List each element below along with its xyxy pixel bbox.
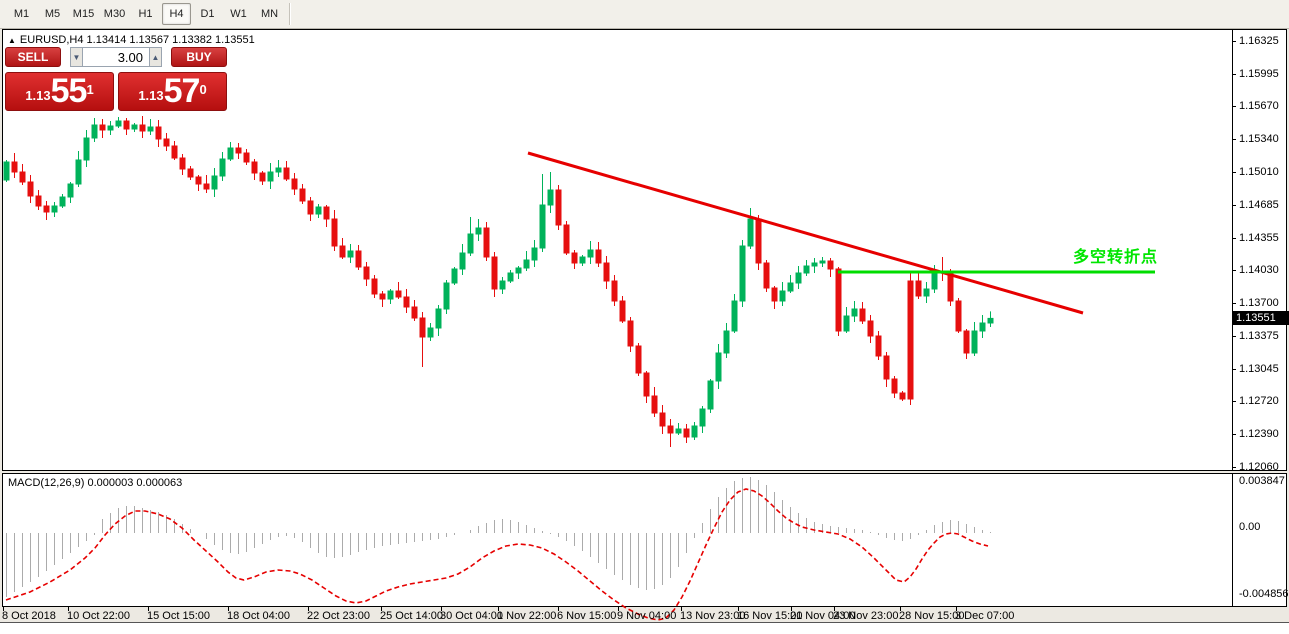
time-axis-tick <box>498 607 499 611</box>
time-axis-tick <box>558 607 559 611</box>
macd-label: MACD(12,26,9) 0.000003 0.000063 <box>8 477 183 489</box>
price-axis-label: 1.15995 <box>1239 68 1279 80</box>
price-axis-label: 1.12720 <box>1239 395 1279 407</box>
chart-annotation-text: 多空转折点 <box>1073 249 1159 266</box>
time-axis-tick <box>441 607 442 611</box>
sell-price-box[interactable]: 1.13 55 1 <box>5 72 114 111</box>
price-axis-tick <box>1232 41 1236 42</box>
volume-input[interactable] <box>83 47 149 67</box>
time-axis-tick <box>956 607 957 611</box>
sell-button[interactable]: SELL <box>5 47 61 67</box>
toolbar-separator <box>289 3 291 25</box>
sell-price-prefix: 1.13 <box>25 88 51 103</box>
symbol-ohlc-text: EURUSD,H4 1.13414 1.13567 1.13382 1.1355… <box>19 34 255 46</box>
buy-price-box[interactable]: 1.13 57 0 <box>118 72 227 111</box>
time-axis-tick <box>68 607 69 611</box>
price-axis-tick <box>1232 172 1236 173</box>
price-axis-tick <box>1232 434 1236 435</box>
time-axis-tick <box>3 607 4 611</box>
time-axis-label: 3 Dec 07:00 <box>955 610 1015 622</box>
time-axis-tick <box>308 607 309 611</box>
time-axis-label: 30 Oct 04:00 <box>440 610 503 622</box>
price-axis-label: 1.14355 <box>1239 232 1279 244</box>
price-axis-label: 1.15670 <box>1239 100 1279 112</box>
price-axis-label: 1.15340 <box>1239 133 1279 145</box>
time-axis-label: 6 Nov 15:00 <box>557 610 617 622</box>
time-axis-tick <box>738 607 739 611</box>
buy-button[interactable]: BUY <box>171 47 227 67</box>
price-axis-label: 1.14030 <box>1239 264 1279 276</box>
time-axis-label: 8 Oct 2018 <box>2 610 56 622</box>
price-axis-label: 1.12060 <box>1239 461 1279 473</box>
price-axis-label: 1.15010 <box>1239 166 1279 178</box>
volume-down-stepper[interactable]: ▼ <box>70 47 83 67</box>
price-axis-label: 1.13045 <box>1239 363 1279 375</box>
buy-price-main: 57 <box>163 72 201 110</box>
buy-price-prefix: 1.13 <box>138 88 164 103</box>
price-axis-line <box>1232 30 1233 470</box>
time-axis-tick <box>228 607 229 611</box>
chart-title: ▲ EURUSD,H4 1.13414 1.13567 1.13382 1.135… <box>8 34 255 46</box>
timeframe-button-m1[interactable]: M1 <box>13 8 30 20</box>
time-axis-tick <box>900 607 901 611</box>
time-axis-tick <box>381 607 382 611</box>
time-axis-tick <box>791 607 792 611</box>
time-axis-label: 9 Nov 04:00 <box>617 610 677 622</box>
timeframe-button-m5[interactable]: M5 <box>44 8 61 20</box>
time-axis-tick <box>681 607 682 611</box>
timeframe-button-m30[interactable]: M30 <box>103 8 126 20</box>
timeframe-button-mn[interactable]: MN <box>260 8 279 20</box>
time-axis-label: 15 Oct 15:00 <box>147 610 210 622</box>
price-axis-tick <box>1232 336 1236 337</box>
price-axis-label: 1.12390 <box>1239 428 1279 440</box>
time-axis-label: 23 Nov 23:00 <box>833 610 899 622</box>
timeframe-button-h1[interactable]: H1 <box>138 8 153 20</box>
time-axis-label: 10 Oct 22:00 <box>67 610 130 622</box>
timeframe-button-w1[interactable]: W1 <box>230 8 247 20</box>
bottom-strip <box>0 622 1289 634</box>
symbol-arrow-icon: ▲ <box>8 36 16 45</box>
timeframe-button-h4[interactable]: H4 <box>162 3 191 25</box>
macd-axis-label: 0.00 <box>1239 521 1261 533</box>
macd-axis-label: -0.004856 <box>1239 588 1289 600</box>
price-axis-tick <box>1232 139 1236 140</box>
price-axis-tick <box>1232 369 1236 370</box>
macd-indicator-panel[interactable] <box>2 473 1287 607</box>
price-axis-tick <box>1232 74 1236 75</box>
price-axis-label: 1.13375 <box>1239 330 1279 342</box>
price-axis-tick <box>1232 401 1236 402</box>
sell-price-main: 55 <box>50 72 88 110</box>
price-axis-tick <box>1232 106 1236 107</box>
macd-axis-label: 0.003847 <box>1239 475 1285 487</box>
current-price-badge: 1.13551 <box>1233 311 1289 325</box>
time-axis-label: 13 Nov 23:00 <box>680 610 746 622</box>
price-axis-label: 1.16325 <box>1239 35 1279 47</box>
timeframe-button-d1[interactable]: D1 <box>200 8 215 20</box>
timeframe-button-m15[interactable]: M15 <box>72 8 95 20</box>
sell-price-pip: 1 <box>86 82 94 97</box>
time-axis-label: 22 Oct 23:00 <box>307 610 370 622</box>
time-axis-tick <box>618 607 619 611</box>
price-axis-label: 1.14685 <box>1239 199 1279 211</box>
price-axis-tick <box>1232 238 1236 239</box>
one-click-trade-panel: SELL ▼ ▲ BUY 1.13 55 1 1.13 57 0 <box>5 47 227 111</box>
price-axis-tick <box>1232 303 1236 304</box>
macd-axis-line <box>1232 474 1233 606</box>
time-axis-label: 1 Nov 22:00 <box>497 610 557 622</box>
price-axis-label: 1.13700 <box>1239 297 1279 309</box>
timeframe-toolbar: M1 M5 M15 M30 H1 H4 D1 W1 MN <box>0 0 1289 29</box>
time-axis-label: 18 Oct 04:00 <box>227 610 290 622</box>
chevron-down-icon: ▼ <box>72 52 81 62</box>
volume-up-stepper[interactable]: ▲ <box>149 47 162 67</box>
buy-price-pip: 0 <box>199 82 207 97</box>
time-axis-label: 25 Oct 14:00 <box>380 610 443 622</box>
price-axis-tick <box>1232 205 1236 206</box>
time-axis-tick <box>834 607 835 611</box>
chevron-up-icon: ▲ <box>151 52 160 62</box>
price-axis-tick <box>1232 467 1236 468</box>
price-axis-tick <box>1232 270 1236 271</box>
time-axis-tick <box>148 607 149 611</box>
